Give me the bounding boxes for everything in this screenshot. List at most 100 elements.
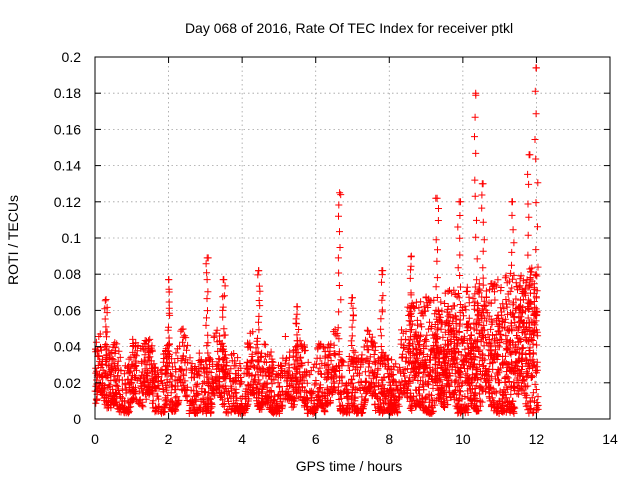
data-point (384, 390, 392, 398)
data-point (204, 331, 212, 339)
data-point (248, 350, 256, 358)
data-point (426, 318, 433, 326)
data-point (446, 372, 454, 380)
data-point (418, 323, 426, 331)
data-point (131, 351, 139, 359)
data-point (378, 278, 385, 286)
data-point (325, 351, 333, 359)
x-tick-label: 8 (385, 431, 393, 447)
data-point (434, 324, 442, 332)
data-point (181, 359, 189, 367)
data-point (487, 339, 495, 347)
data-point (243, 403, 251, 410)
data-point (469, 294, 477, 302)
data-point (186, 402, 194, 409)
data-point (115, 405, 123, 413)
data-point (472, 89, 480, 97)
data-point (219, 342, 227, 350)
data-point (509, 368, 517, 376)
data-point (265, 373, 273, 380)
data-point (114, 357, 122, 365)
data-point (534, 179, 542, 187)
data-point (219, 313, 227, 321)
data-point (494, 351, 501, 359)
data-point (441, 300, 449, 307)
data-point (432, 283, 440, 291)
data-point (215, 355, 223, 363)
data-point (350, 383, 357, 391)
data-point (335, 308, 343, 316)
data-point (220, 292, 228, 300)
data-point (248, 357, 255, 365)
data-point (423, 331, 431, 339)
data-point (92, 399, 100, 407)
data-point (434, 217, 442, 224)
data-point (377, 332, 385, 340)
data-point (487, 325, 495, 333)
data-point (407, 347, 414, 355)
data-point (406, 274, 414, 282)
data-point (185, 410, 193, 417)
data-point (424, 378, 432, 386)
data-point (286, 381, 294, 389)
data-point (341, 387, 348, 395)
data-point (526, 344, 534, 352)
y-tick-label: 0.18 (54, 85, 81, 101)
data-point (293, 376, 301, 384)
data-point (434, 335, 442, 343)
data-point (533, 341, 541, 349)
data-point (427, 297, 435, 304)
data-point (138, 398, 146, 406)
data-point (142, 395, 150, 403)
data-point (432, 330, 440, 338)
data-point (122, 386, 130, 394)
data-point (433, 274, 441, 282)
data-point (293, 388, 301, 396)
data-point (441, 404, 448, 411)
data-point (192, 381, 200, 389)
data-point (439, 333, 447, 341)
data-point (204, 373, 212, 381)
data-point (347, 358, 355, 366)
data-point (118, 385, 126, 393)
data-point (314, 391, 322, 399)
data-point (227, 382, 235, 390)
data-point (483, 375, 491, 383)
data-point (503, 385, 511, 393)
data-point (440, 350, 448, 358)
data-point (323, 386, 331, 393)
data-point (433, 294, 441, 301)
data-point (431, 354, 439, 362)
data-point (268, 358, 276, 365)
data-point (96, 357, 104, 365)
data-point (231, 357, 239, 365)
data-point (516, 306, 524, 314)
data-point (341, 382, 349, 390)
data-point (249, 389, 257, 397)
data-point (330, 378, 338, 386)
data-point (324, 399, 332, 407)
data-point (220, 361, 228, 369)
data-point (389, 371, 397, 378)
data-point (495, 410, 503, 417)
data-point (254, 334, 261, 342)
data-point (520, 319, 528, 327)
data-point (255, 358, 263, 366)
data-point (344, 362, 352, 370)
data-point (149, 377, 157, 385)
data-point (424, 301, 432, 309)
data-point (163, 362, 171, 370)
data-point (479, 274, 487, 282)
data-point (512, 295, 520, 303)
data-point (507, 319, 515, 327)
data-point (502, 296, 510, 303)
data-point (473, 216, 480, 224)
data-point (162, 396, 170, 404)
data-point (455, 328, 463, 335)
data-point (444, 312, 452, 320)
data-point (497, 304, 505, 312)
data-point (345, 399, 353, 407)
data-point (493, 337, 501, 344)
data-point (315, 340, 323, 348)
data-point (510, 239, 518, 247)
